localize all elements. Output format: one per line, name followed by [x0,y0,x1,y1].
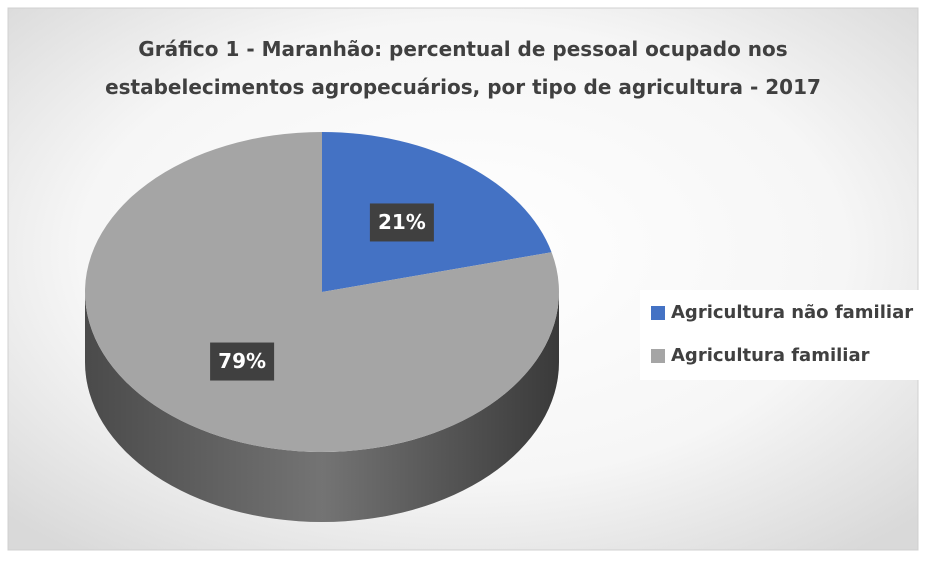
legend-label: Agricultura familiar [671,345,870,366]
legend-swatch [651,306,665,320]
legend-swatch [651,349,665,363]
pie-slice [84,132,559,453]
data-label-box [369,203,434,242]
legend-box [640,290,920,380]
pie-slice [322,132,552,292]
data-label-box [210,342,275,381]
data-label: 21% [378,210,426,234]
data-label: 79% [218,349,266,373]
legend-label: Agricultura não familiar [671,302,913,323]
pie-side-shade [85,292,559,522]
chart-title: Gráfico 1 - Maranhão: percentual de pess… [105,37,821,99]
